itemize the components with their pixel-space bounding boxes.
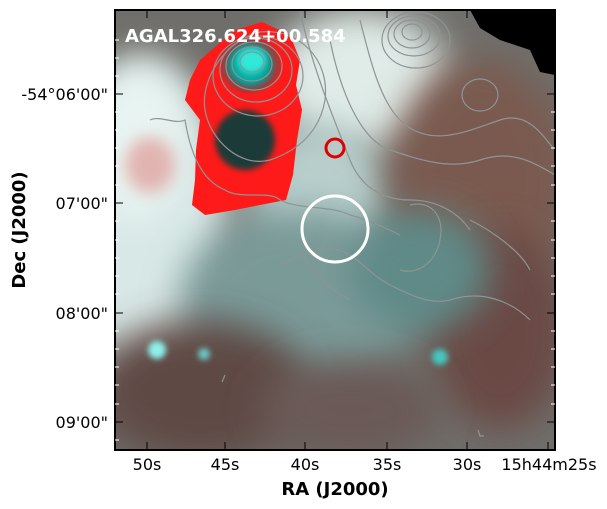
y-tick-label: 07'00" bbox=[56, 194, 108, 213]
x-tick-label: 40s bbox=[291, 455, 320, 474]
x-tick-label: 35s bbox=[373, 455, 402, 474]
x-tick-label: 45s bbox=[211, 455, 240, 474]
y-tick-label: 08'00" bbox=[56, 304, 108, 323]
y-axis-title: Dec (J2000) bbox=[9, 171, 30, 288]
axis-ticks bbox=[115, 10, 555, 450]
plot-frame bbox=[114, 9, 556, 451]
minor-ticks bbox=[115, 39, 555, 441]
contour-lines bbox=[149, 10, 555, 437]
x-tick-label: 15h44m25s bbox=[501, 455, 596, 474]
source-name-label: AGAL326.624+00.584 bbox=[125, 26, 346, 47]
red-circle-marker bbox=[324, 137, 346, 159]
y-tick-label: -54°06'00" bbox=[21, 85, 108, 104]
white-circle-marker bbox=[300, 194, 370, 264]
y-tick-label: 09'00" bbox=[56, 413, 108, 432]
x-tick-label: 30s bbox=[453, 455, 482, 474]
image-panel bbox=[115, 10, 555, 450]
x-tick-label: 50s bbox=[133, 455, 162, 474]
x-axis-title: RA (J2000) bbox=[281, 479, 388, 500]
